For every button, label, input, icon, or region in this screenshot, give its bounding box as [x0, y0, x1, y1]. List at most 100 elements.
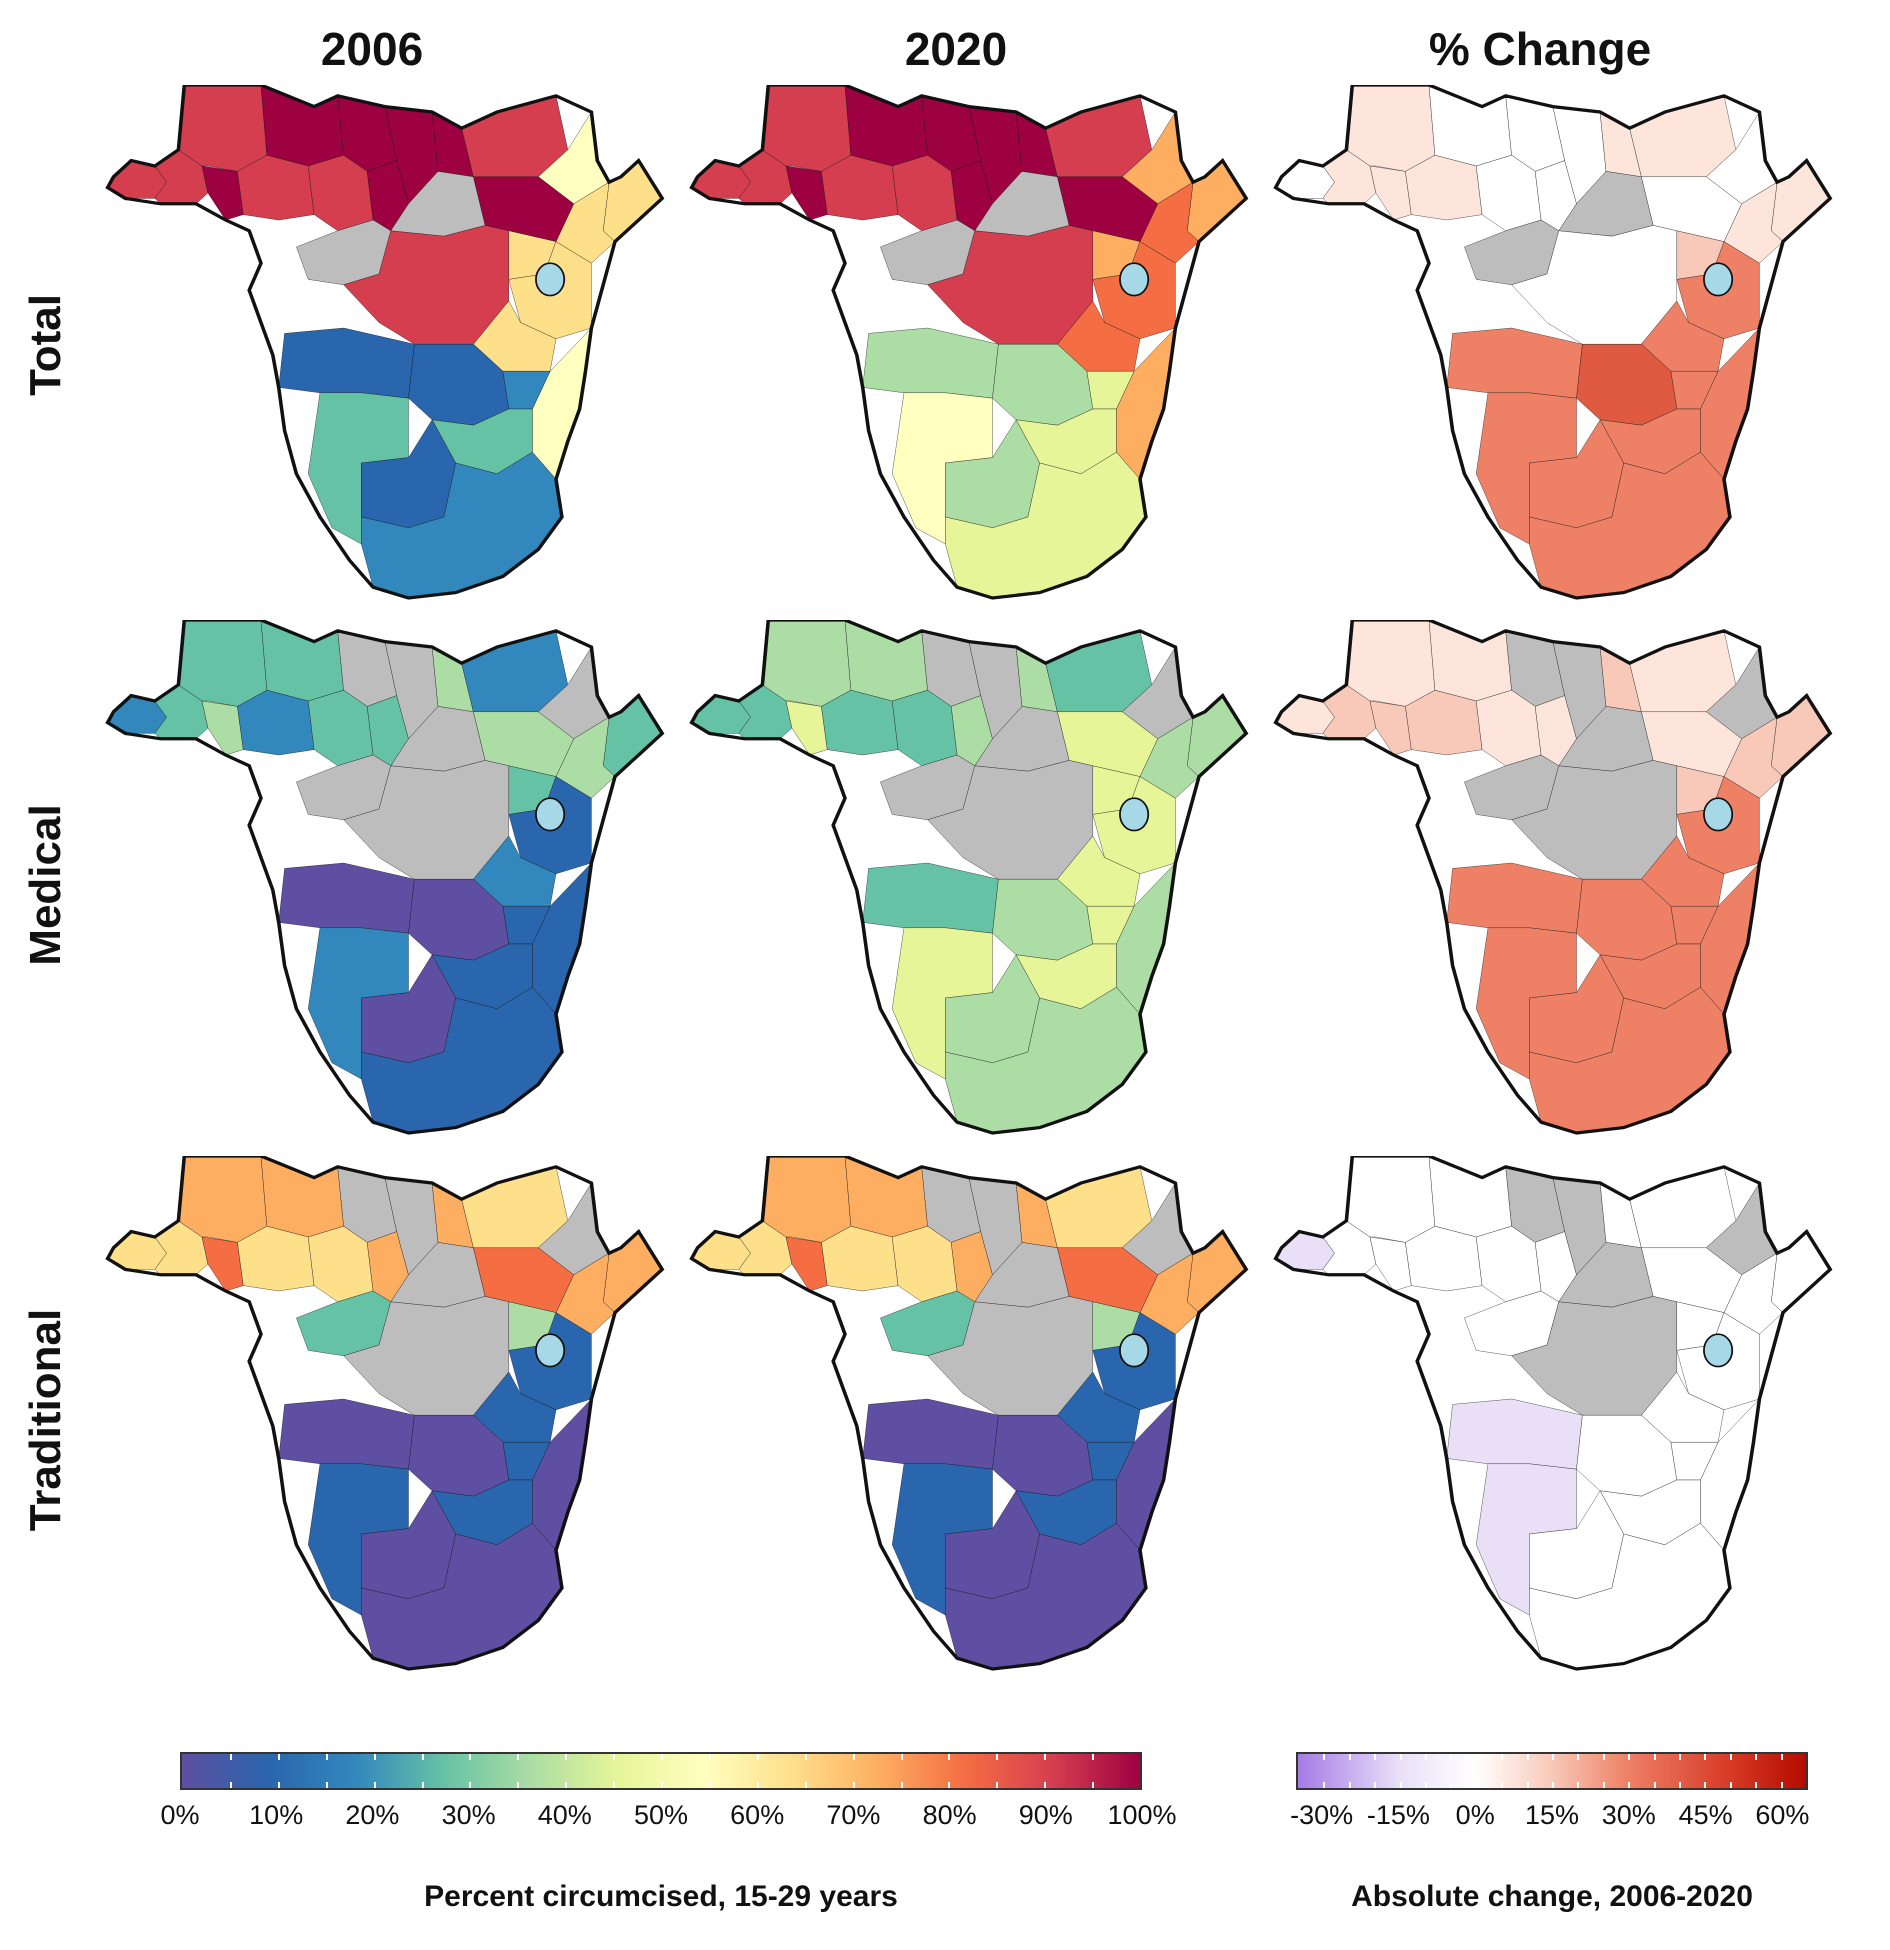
country-region: [1346, 1156, 1435, 1242]
country-region: [202, 1237, 243, 1291]
column-title-2020: 2020: [904, 23, 1008, 75]
country-region: [1346, 85, 1435, 171]
lake-victoria: [1119, 262, 1150, 297]
colorbar-minor-tick: [1628, 1782, 1631, 1788]
country-region: [603, 1232, 662, 1313]
colorbar-minor-tick: [1704, 1782, 1707, 1788]
colorbar-minor-tick: [1729, 1754, 1732, 1760]
country-region: [821, 155, 898, 220]
colorbar-tick-label: 70%: [826, 1800, 881, 1830]
colorbar-minor-tick: [1526, 1754, 1529, 1760]
colorbar-minor-tick: [1323, 1754, 1326, 1760]
colorbar-tick-label: 0%: [160, 1800, 200, 1830]
map-panel-traditional-2020: [689, 1156, 1249, 1671]
colorbar-minor-tick: [1450, 1782, 1453, 1788]
colorbar-minor-tick: [756, 1754, 759, 1760]
colorbar-minor-tick: [1425, 1782, 1427, 1788]
colorbar-minor-tick: [661, 1782, 663, 1788]
country-region: [279, 863, 415, 933]
country-region: [1447, 863, 1583, 933]
map-panel-traditional-2006: [105, 1156, 665, 1671]
colorbar-tick-label: 90%: [1018, 1800, 1073, 1830]
lake-victoria: [1703, 262, 1734, 297]
colorbar-minor-tick: [229, 1782, 232, 1788]
country-region: [1405, 1226, 1482, 1291]
colorbar-tick-label: 60%: [1755, 1800, 1810, 1830]
colorbar-tick-label: 80%: [922, 1800, 977, 1830]
colorbar-minor-tick: [1374, 1754, 1377, 1760]
colorbar-minor-tick: [1475, 1782, 1478, 1788]
country-region: [603, 696, 662, 777]
map-panel-medical-2020: [689, 620, 1249, 1135]
colorbar-minor-tick: [1044, 1782, 1047, 1788]
country-region: [762, 1156, 851, 1242]
colorbar-minor-tick: [900, 1754, 903, 1760]
country-region: [237, 690, 314, 755]
country-region: [1370, 1237, 1411, 1291]
country-region: [1187, 1232, 1246, 1313]
country-region: [786, 166, 827, 220]
colorbar-tick-label: 100%: [1107, 1800, 1177, 1830]
colorbar-minor-tick: [948, 1782, 951, 1788]
colorbar-minor-tick: [1704, 1754, 1707, 1760]
colorbar-tick-label: 30%: [441, 1800, 496, 1830]
continent-outline: [689, 1156, 1249, 1671]
country-region: [237, 1226, 314, 1291]
country-region: [1447, 1399, 1583, 1469]
country-region: [863, 328, 999, 398]
colorbar-tick-label: -30%: [1290, 1800, 1354, 1830]
colorbar-minor-tick: [613, 1754, 616, 1760]
colorbar-minor-tick: [1399, 1754, 1402, 1760]
lake-victoria: [1703, 797, 1734, 832]
country-region: [279, 328, 415, 398]
colorbar-minor-tick: [1501, 1754, 1504, 1760]
colorbar-minor-tick: [1780, 1754, 1783, 1760]
colorbar-minor-tick: [565, 1782, 568, 1788]
colorbar-minor-tick: [852, 1754, 855, 1760]
country-region: [863, 1399, 999, 1469]
colorbar-minor-tick: [373, 1782, 376, 1788]
colorbar-tick-label: 50%: [633, 1800, 689, 1830]
colorbar-minor-tick: [421, 1782, 424, 1788]
lake-victoria: [535, 262, 566, 297]
colorbar-title-change: Absolute change, 2006-2020: [1351, 1880, 1753, 1913]
country-region: [1346, 620, 1435, 706]
colorbar-minor-tick: [1577, 1754, 1580, 1760]
colorbar-minor-tick: [1044, 1754, 1047, 1760]
colorbar-minor-tick: [1729, 1782, 1732, 1788]
colorbar-tick-label: 60%: [730, 1800, 785, 1830]
continent-outline: [105, 85, 665, 600]
continent-outline: [689, 620, 1249, 1135]
colorbar-ticks-change: -30% -15% 0% 15% 30% 45% 60%: [1290, 1800, 1810, 1854]
colorbar-percent-circumcised: [180, 1752, 1142, 1790]
colorbar-minor-tick: [1602, 1782, 1605, 1788]
colorbar-minor-tick: [565, 1754, 568, 1760]
colorbar-minor-tick: [900, 1782, 903, 1788]
country-region: [821, 690, 898, 755]
colorbar-minor-tick: [661, 1754, 663, 1760]
colorbar-tick-label: 40%: [537, 1800, 592, 1830]
colorbar-minor-tick: [996, 1754, 999, 1760]
map-panel-medical-2006: [105, 620, 665, 1135]
colorbar-minor-tick: [708, 1754, 711, 1760]
colorbar-minor-tick: [373, 1754, 376, 1760]
colorbar-minor-tick: [1653, 1782, 1656, 1788]
continent-outline: [1273, 620, 1833, 1135]
lake-victoria: [1119, 797, 1150, 832]
colorbar-minor-tick: [1092, 1754, 1095, 1760]
colorbar-minor-tick: [1653, 1754, 1656, 1760]
country-region: [821, 1226, 898, 1291]
colorbar-minor-tick: [277, 1782, 280, 1788]
colorbar-minor-tick: [1348, 1754, 1351, 1760]
map-panel-traditional-change: [1273, 1156, 1833, 1671]
colorbar-minor-tick: [517, 1782, 520, 1788]
colorbar-minor-tick: [1755, 1754, 1758, 1760]
colorbar-minor-tick: [852, 1782, 855, 1788]
colorbar-minor-tick: [1425, 1754, 1427, 1760]
map-panel-total-change: [1273, 85, 1833, 600]
colorbar-tick-label: 20%: [345, 1800, 400, 1830]
colorbar-minor-tick: [1602, 1754, 1605, 1760]
colorbar-minor-tick: [421, 1754, 424, 1760]
colorbar-tick-label: 30%: [1601, 1800, 1656, 1830]
country-region: [178, 85, 267, 171]
